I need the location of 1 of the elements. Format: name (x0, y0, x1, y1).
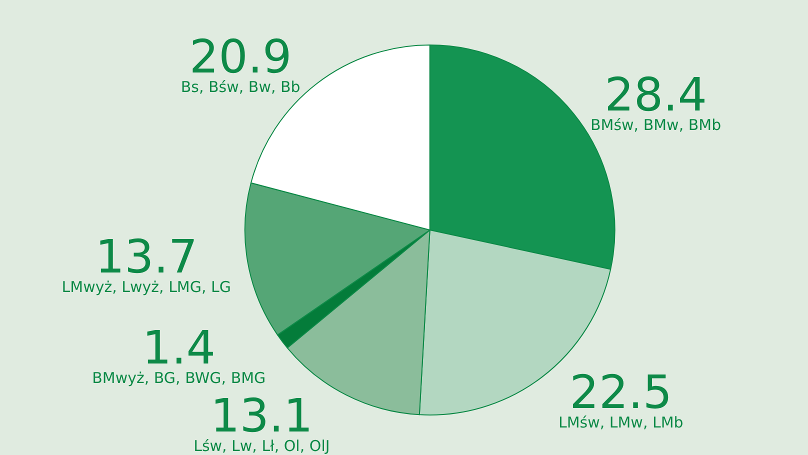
slice-label: LMwyż, Lwyż, LMG, LG (62, 278, 232, 296)
